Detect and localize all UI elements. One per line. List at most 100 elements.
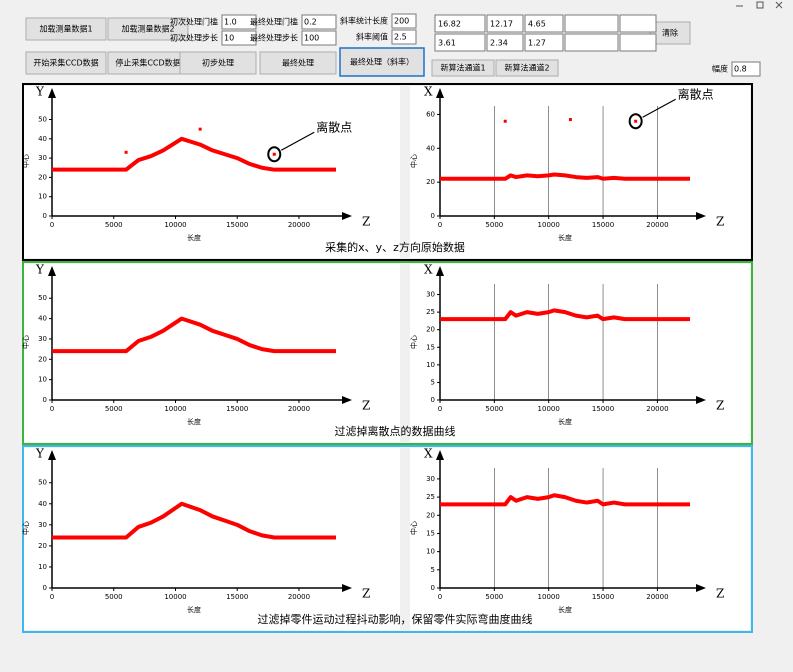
- y-tick-label: 15: [426, 343, 435, 351]
- result-cell: [564, 14, 619, 33]
- panel-right-bg: [410, 448, 750, 630]
- axis-arrow: [342, 584, 352, 592]
- axis-arrow: [696, 584, 706, 592]
- y-axis-label: 中心: [21, 521, 30, 535]
- result-value: 2.34: [490, 39, 508, 48]
- x-tick-label: 5000: [485, 221, 503, 229]
- input-value[interactable]: 2.5: [394, 33, 407, 42]
- result-cell: [564, 33, 619, 52]
- axis-arrow: [342, 396, 352, 404]
- x-tick-label: 10000: [164, 593, 186, 601]
- axis-arrow: [436, 450, 444, 460]
- button[interactable]: [179, 51, 257, 75]
- text-input[interactable]: [221, 30, 257, 46]
- panel-frame: [22, 261, 753, 445]
- axis-arrow: [696, 396, 706, 404]
- field-label: 最终处理门槛: [250, 17, 298, 27]
- field-label: 斜率统计长度: [340, 16, 388, 26]
- y-tick-label: 0: [431, 396, 435, 404]
- panel-caption: 过滤掉零件运动过程抖动影响，保留零件实际弯曲度曲线: [258, 612, 533, 626]
- y-tick-label: 30: [38, 154, 47, 162]
- x-axis-label: 长度: [187, 417, 201, 426]
- button-label[interactable]: 加载测量数据2: [121, 24, 174, 34]
- y-tick-label: 20: [38, 355, 47, 363]
- axis-arrow: [48, 266, 56, 276]
- text-input[interactable]: [391, 29, 417, 45]
- axis-name: Z: [362, 399, 370, 413]
- button-label[interactable]: 最终处理（斜率）: [350, 57, 414, 67]
- data-line: [440, 172, 690, 181]
- text-input[interactable]: [301, 14, 337, 30]
- x-tick-label: 15000: [592, 221, 614, 229]
- y-tick-label: 30: [38, 335, 47, 343]
- data-line: [52, 136, 336, 172]
- x-tick-label: 15000: [226, 593, 248, 601]
- x-tick-label: 15000: [226, 221, 248, 229]
- y-tick-label: 20: [426, 511, 435, 519]
- input-value[interactable]: 100: [304, 34, 319, 43]
- x-tick-label: 15000: [226, 405, 248, 413]
- y-tick-label: 40: [38, 315, 47, 323]
- text-input[interactable]: [301, 30, 337, 46]
- button[interactable]: [649, 21, 691, 45]
- input-value[interactable]: 1.0: [224, 18, 237, 27]
- outlier-circle: [628, 113, 643, 130]
- button[interactable]: [339, 47, 425, 77]
- y-tick-label: 5: [431, 378, 435, 386]
- y-tick-label: 20: [38, 542, 47, 550]
- button[interactable]: [495, 59, 559, 77]
- axis-name: X: [424, 263, 433, 277]
- axis-name: Y: [35, 263, 45, 277]
- annotation: 离散点: [316, 120, 352, 135]
- y-tick-label: 15: [426, 529, 435, 537]
- button-label[interactable]: 新算法通道1: [440, 63, 485, 73]
- input-value[interactable]: 0.8: [734, 65, 747, 74]
- button[interactable]: [431, 59, 495, 77]
- button-label[interactable]: 最终处理: [282, 58, 314, 68]
- window-controls[interactable]: [736, 1, 783, 9]
- input-value[interactable]: 200: [394, 17, 409, 26]
- y-axis-label: 中心: [409, 521, 418, 535]
- axis-arrow: [436, 88, 444, 98]
- field-label: 幅度: [712, 64, 728, 74]
- y-tick-label: 30: [426, 291, 435, 299]
- result-value: 12.17: [490, 20, 513, 29]
- x-tick-label: 0: [438, 593, 442, 601]
- x-tick-label: 20000: [646, 221, 668, 229]
- button[interactable]: [259, 51, 337, 75]
- axis-name: X: [424, 85, 433, 99]
- y-tick-label: 0: [431, 584, 435, 592]
- input-value[interactable]: 0.2: [304, 18, 317, 27]
- x-tick-label: 0: [50, 405, 54, 413]
- y-tick-label: 20: [426, 178, 435, 186]
- axis-name: Y: [35, 85, 45, 99]
- button[interactable]: [25, 51, 107, 75]
- y-tick-label: 0: [43, 584, 47, 592]
- text-input[interactable]: [731, 61, 761, 77]
- button-label[interactable]: 停止采集CCD数据: [115, 58, 180, 68]
- y-tick-label: 5: [431, 566, 435, 574]
- panel-right-bg: [410, 264, 750, 442]
- x-tick-label: 20000: [288, 593, 310, 601]
- button[interactable]: [25, 17, 107, 41]
- input-value[interactable]: 10: [224, 34, 234, 43]
- x-axis-label: 长度: [558, 605, 572, 614]
- button-label[interactable]: 初步处理: [202, 58, 234, 68]
- x-axis-label: 长度: [187, 605, 201, 614]
- button-label[interactable]: 新算法通道2: [504, 63, 549, 73]
- axis-arrow: [696, 212, 706, 220]
- button-label[interactable]: 清除: [662, 28, 678, 38]
- annotation-arrow: [642, 98, 676, 118]
- button-label[interactable]: 加载测量数据1: [39, 24, 92, 34]
- result-cell: [486, 33, 524, 52]
- axis-name: Z: [716, 215, 724, 229]
- text-input[interactable]: [391, 13, 417, 29]
- x-tick-label: 20000: [288, 405, 310, 413]
- x-tick-label: 10000: [164, 221, 186, 229]
- y-tick-label: 30: [426, 475, 435, 483]
- text-input[interactable]: [221, 14, 257, 30]
- button[interactable]: [107, 17, 189, 41]
- result-value: 3.61: [438, 39, 456, 48]
- x-tick-label: 20000: [288, 221, 310, 229]
- button-label[interactable]: 开始采集CCD数据: [33, 58, 98, 68]
